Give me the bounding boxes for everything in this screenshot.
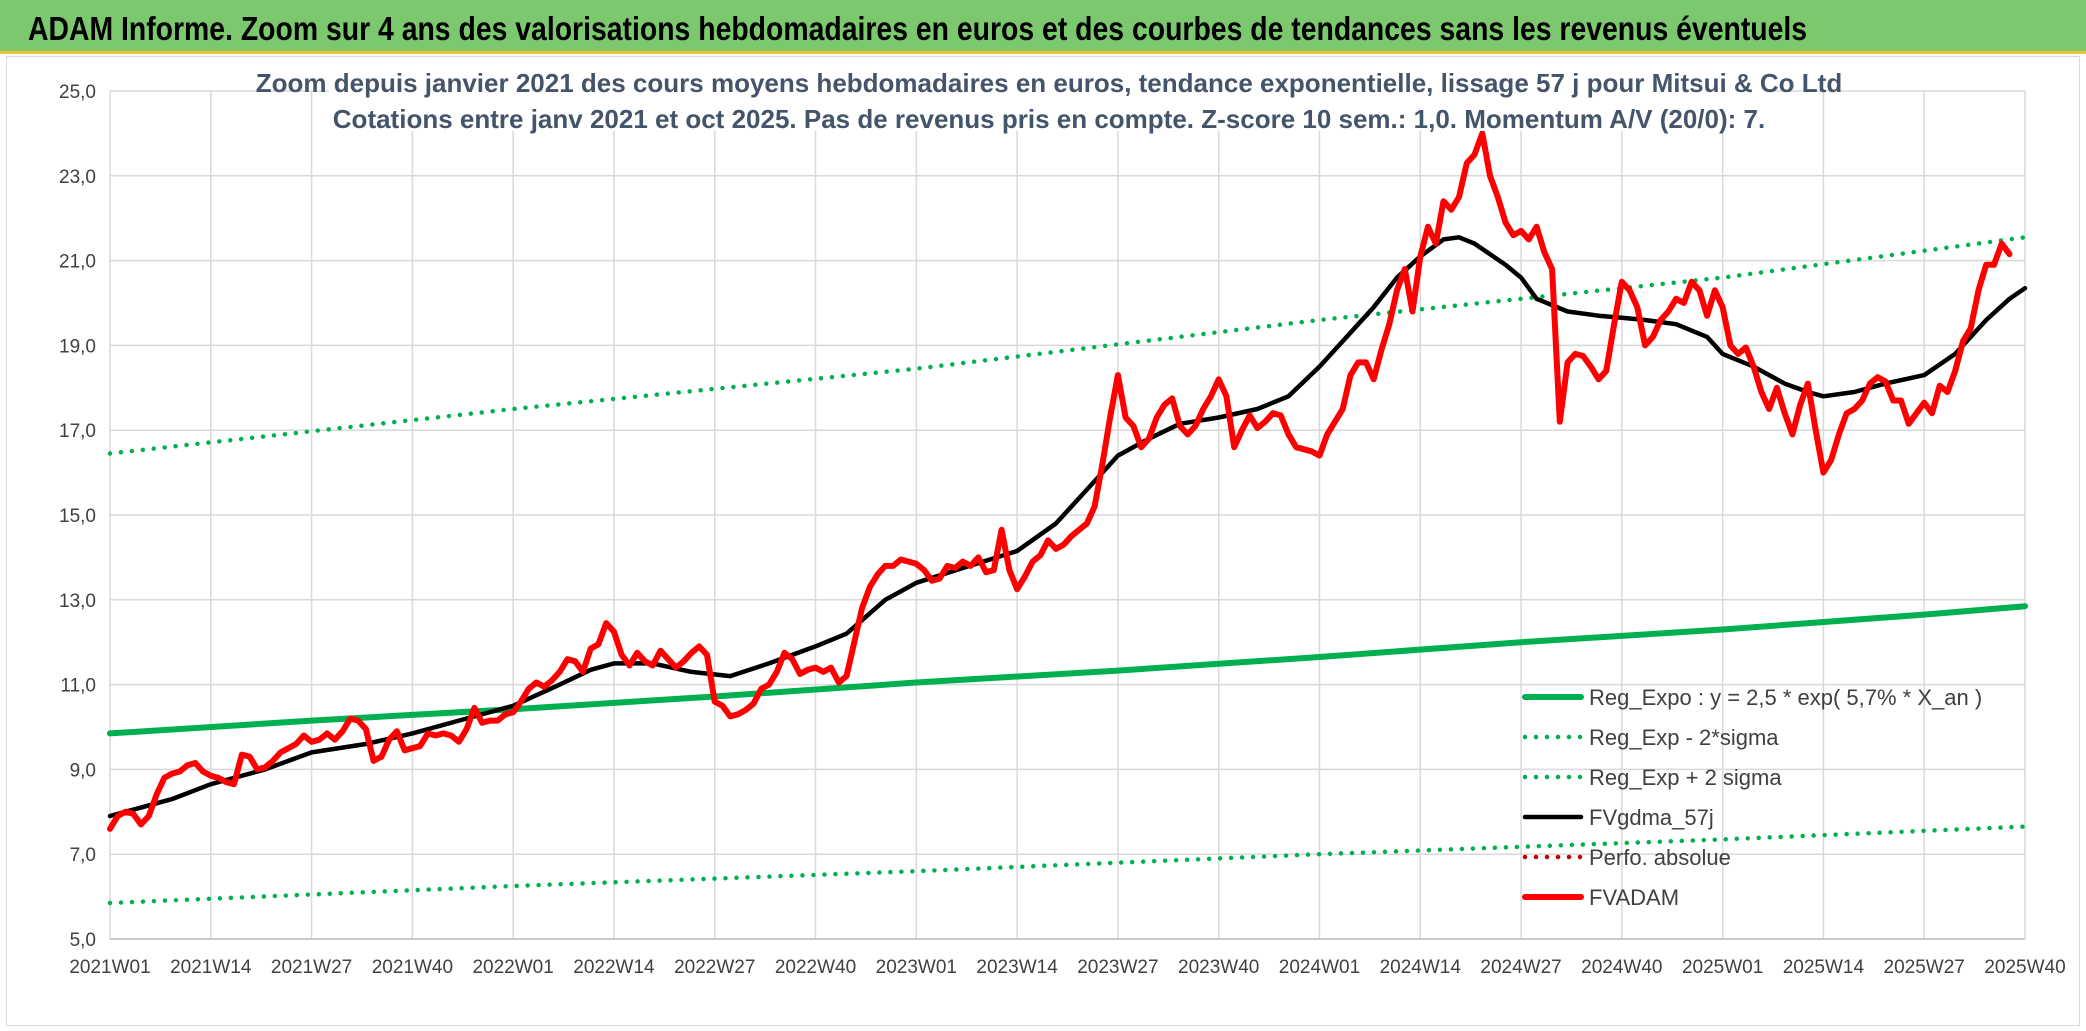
report-title: ADAM Informe. Zoom sur 4 ans des valoris… bbox=[28, 10, 1808, 47]
y-tick-label: 15,0 bbox=[59, 506, 96, 527]
y-tick-label: 25,0 bbox=[59, 82, 96, 103]
legend-label-reg_minus: Reg_Exp - 2*sigma bbox=[1589, 725, 1779, 750]
y-tick-label: 23,0 bbox=[59, 167, 96, 188]
series-group bbox=[107, 130, 2028, 906]
x-tick-label: 2021W14 bbox=[170, 957, 252, 978]
x-tick-label: 2025W27 bbox=[1884, 957, 1965, 978]
chart-title: Zoom depuis janvier 2021 des cours moyen… bbox=[256, 59, 1842, 134]
series-line-reg_plus bbox=[107, 235, 2028, 456]
x-tick-label: 2021W40 bbox=[372, 957, 453, 978]
legend-label-fvgdma: FVgdma_57j bbox=[1589, 805, 1714, 830]
y-tick-label: 11,0 bbox=[60, 676, 96, 697]
grid bbox=[109, 90, 2026, 940]
x-tick-label: 2023W14 bbox=[976, 957, 1058, 978]
legend-label-reg_expo: Reg_Expo : y = 2,5 * exp( 5,7% * X_an ) bbox=[1589, 685, 1982, 710]
legend: Reg_Expo : y = 2,5 * exp( 5,7% * X_an ) R… bbox=[1522, 685, 1982, 910]
series-line-reg_minus bbox=[107, 824, 2028, 906]
x-tick-label: 2025W01 bbox=[1682, 957, 1763, 978]
x-tick-label: 2024W14 bbox=[1380, 957, 1462, 978]
axes: 25,0 23,0 21,0 19,0 17,0 15,0 13,0 11,0 9,0 7,0 5,… bbox=[59, 82, 2066, 978]
report-banner: ADAM Informe. Zoom sur 4 ans des valoris… bbox=[0, 0, 2086, 54]
y-tick-label: 9,0 bbox=[70, 760, 96, 781]
x-tick-label: 2021W01 bbox=[69, 957, 150, 978]
series-line-reg_expo bbox=[107, 603, 2028, 737]
series-line-fvgdma bbox=[107, 235, 2028, 819]
line-chart: Zoom depuis janvier 2021 des cours moyen… bbox=[59, 59, 2066, 978]
legend-label-reg_plus: Reg_Exp + 2 sigma bbox=[1589, 765, 1782, 790]
x-tick-label: 2022W27 bbox=[674, 957, 755, 978]
x-tick-label: 2025W14 bbox=[1783, 957, 1865, 978]
x-tick-label: 2022W01 bbox=[472, 957, 553, 978]
x-tick-label: 2025W40 bbox=[1984, 957, 2065, 978]
y-tick-label: 7,0 bbox=[70, 845, 96, 866]
x-tick-label: 2023W01 bbox=[876, 957, 957, 978]
y-tick-label: 21,0 bbox=[59, 252, 96, 273]
x-tick-label: 2022W14 bbox=[573, 957, 655, 978]
x-tick-label: 2021W27 bbox=[271, 957, 352, 978]
x-tick-label: 2024W40 bbox=[1581, 957, 1662, 978]
y-tick-label: 5,0 bbox=[70, 930, 96, 951]
x-tick-label: 2023W27 bbox=[1077, 957, 1158, 978]
x-tick-label: 2022W40 bbox=[775, 957, 856, 978]
y-tick-label: 13,0 bbox=[59, 591, 96, 612]
chart-title-line-1: Zoom depuis janvier 2021 des cours moyen… bbox=[256, 68, 1842, 98]
title-background bbox=[329, 59, 1769, 131]
series-line-fvadam bbox=[107, 130, 2013, 832]
legend-label-fvadam: FVADAM bbox=[1589, 885, 1679, 910]
x-tick-label: 2024W27 bbox=[1480, 957, 1561, 978]
x-tick-label: 2024W01 bbox=[1279, 957, 1360, 978]
chart-frame: Zoom depuis janvier 2021 des cours moyen… bbox=[6, 56, 2080, 1026]
y-tick-label: 19,0 bbox=[59, 336, 96, 357]
y-tick-label: 17,0 bbox=[59, 421, 96, 442]
legend-label-perfo: Perfo. absolue bbox=[1589, 845, 1731, 870]
chart-title-line-2: Cotations entre janv 2021 et oct 2025. P… bbox=[333, 104, 1765, 134]
x-tick-label: 2023W40 bbox=[1178, 957, 1259, 978]
